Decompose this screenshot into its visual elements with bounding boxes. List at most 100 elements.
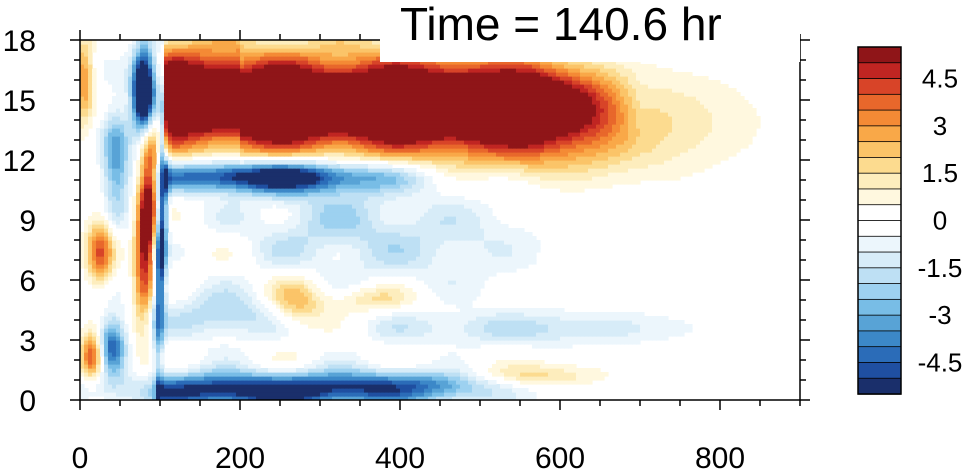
heatmap-cell <box>368 320 373 325</box>
heatmap-cell <box>80 332 85 337</box>
heatmap-cell <box>184 308 189 313</box>
heatmap-cell <box>464 344 469 349</box>
heatmap-cell <box>200 384 205 389</box>
heatmap-cell <box>356 280 361 285</box>
heatmap-cell <box>220 392 225 397</box>
heatmap-cell <box>132 312 137 317</box>
heatmap-cell <box>352 276 357 281</box>
heatmap-cell <box>520 340 525 345</box>
heatmap-cell <box>468 284 473 289</box>
heatmap-cell <box>284 288 289 293</box>
heatmap-cell <box>220 356 225 361</box>
heatmap-cell <box>80 388 85 393</box>
heatmap-cell <box>132 252 137 257</box>
heatmap-cell <box>296 384 301 389</box>
heatmap-cell <box>324 396 329 400</box>
heatmap-cell <box>444 208 449 213</box>
heatmap-cell <box>504 252 509 257</box>
heatmap-cell <box>368 376 373 381</box>
heatmap-cell <box>364 244 369 249</box>
heatmap-cell <box>324 300 329 305</box>
heatmap-cell <box>348 296 353 301</box>
heatmap-cell <box>216 192 221 197</box>
heatmap-cell <box>320 376 325 381</box>
heatmap-cell <box>380 324 385 329</box>
heatmap-cell <box>196 192 201 197</box>
heatmap-cell <box>192 336 197 341</box>
heatmap-cell <box>436 328 441 333</box>
heatmap-cell <box>388 264 393 269</box>
heatmap-cell <box>164 192 169 197</box>
heatmap-cell <box>336 284 341 289</box>
heatmap-cell <box>100 348 105 353</box>
heatmap-cell <box>440 336 445 341</box>
heatmap-cell <box>320 240 325 245</box>
heatmap-cell <box>236 200 241 205</box>
heatmap-cell <box>304 308 309 313</box>
heatmap-cell <box>160 292 165 297</box>
heatmap-cell <box>92 212 97 217</box>
heatmap-cell <box>588 184 593 189</box>
heatmap-cell <box>392 324 397 329</box>
heatmap-cell <box>88 368 93 373</box>
heatmap-cell <box>356 356 361 361</box>
heatmap-cell <box>256 388 261 393</box>
heatmap-cell <box>300 368 305 373</box>
heatmap-cell <box>448 300 453 305</box>
heatmap-cell <box>460 332 465 337</box>
heatmap-cell <box>340 228 345 233</box>
heatmap-cell <box>488 224 493 229</box>
heatmap-cell <box>264 312 269 317</box>
heatmap-cell <box>168 388 173 393</box>
heatmap-cell <box>236 276 241 281</box>
heatmap-cell <box>604 372 609 377</box>
heatmap-cell <box>372 192 377 197</box>
heatmap-cell <box>392 320 397 325</box>
heatmap-cell <box>292 388 297 393</box>
heatmap-cell <box>424 388 429 393</box>
heatmap-cell <box>108 308 113 313</box>
heatmap-cell <box>220 192 225 197</box>
heatmap-cell <box>180 380 185 385</box>
heatmap-cell <box>368 328 373 333</box>
heatmap-cell <box>336 184 341 189</box>
heatmap-cell <box>128 368 133 373</box>
heatmap-cell <box>264 196 269 201</box>
heatmap-cell <box>268 328 273 333</box>
heatmap-cell <box>416 264 421 269</box>
heatmap-cell <box>448 256 453 261</box>
heatmap-cell <box>592 368 597 373</box>
heatmap-cell <box>308 392 313 397</box>
heatmap-cell <box>200 188 205 193</box>
heatmap-cell <box>156 292 161 297</box>
heatmap-cell <box>564 364 569 369</box>
heatmap-cell <box>304 256 309 261</box>
heatmap-cell <box>124 184 129 189</box>
heatmap-cell <box>432 260 437 265</box>
heatmap-cell <box>236 192 241 197</box>
heatmap-cell <box>312 220 317 225</box>
heatmap-cell <box>520 376 525 381</box>
heatmap-cell <box>380 244 385 249</box>
heatmap-cell <box>128 376 133 381</box>
heatmap-cell <box>432 340 437 345</box>
heatmap-cell <box>340 368 345 373</box>
heatmap-cell <box>400 320 405 325</box>
heatmap-cell <box>228 212 233 217</box>
heatmap-cell <box>108 212 113 217</box>
heatmap-cell <box>276 356 281 361</box>
heatmap-cell <box>412 340 417 345</box>
heatmap-cell <box>588 368 593 373</box>
heatmap-cell <box>196 288 201 293</box>
heatmap-cell <box>204 316 209 321</box>
heatmap-cell <box>380 304 385 309</box>
heatmap-cell <box>196 316 201 321</box>
heatmap-cell <box>248 212 253 217</box>
heatmap-cell <box>580 336 585 341</box>
heatmap-cell <box>256 312 261 317</box>
heatmap-cell <box>308 324 313 329</box>
heatmap-cell <box>296 316 301 321</box>
heatmap-cell <box>364 368 369 373</box>
heatmap-cell <box>420 192 425 197</box>
heatmap-cell <box>396 312 401 317</box>
